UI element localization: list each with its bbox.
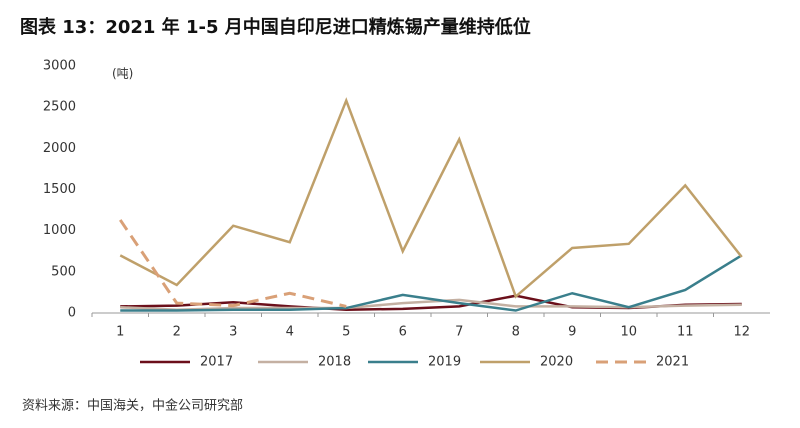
y-tick-label: 0 [68, 306, 76, 321]
chart-title: 图表 13：2021 年 1-5 月中国自印尼进口精炼锡产量维持低位 [20, 16, 531, 38]
series-line [119, 219, 347, 308]
source: 资料来源：中国海关，中金公司研究部 [22, 398, 243, 414]
y-tick-label: 1000 [43, 223, 76, 238]
legend-label: 2019 [428, 355, 461, 370]
x-tick-label: 10 [620, 325, 637, 340]
x-tick-label: 1 [116, 325, 124, 340]
series-line [120, 298, 742, 311]
y-tick-label: 2000 [43, 141, 76, 156]
x-tick-label: 7 [455, 325, 463, 340]
x-tick-label: 8 [512, 325, 520, 340]
y-unit: (吨) [112, 67, 133, 81]
legend-label: 2021 [656, 355, 689, 370]
x-tick-label: 3 [229, 325, 237, 340]
y-tick-label: 1500 [43, 182, 76, 197]
y-tick-label: 2500 [43, 100, 76, 115]
legend-label: 2018 [318, 355, 351, 370]
legend-label: 2017 [200, 355, 233, 370]
x-tick-label: 6 [399, 325, 407, 340]
x-tick-label: 9 [568, 325, 576, 340]
x-tick-label: 12 [733, 325, 750, 340]
x-tick-label: 4 [286, 325, 294, 340]
x-tick-label: 5 [342, 325, 350, 340]
y-tick-label: 500 [51, 264, 76, 279]
legend-label: 2020 [540, 355, 573, 370]
y-tick-label: 3000 [43, 59, 76, 74]
series-line [119, 97, 743, 299]
x-tick-label: 2 [173, 325, 181, 340]
series-line [120, 254, 743, 312]
x-tick-label: 11 [677, 325, 694, 340]
